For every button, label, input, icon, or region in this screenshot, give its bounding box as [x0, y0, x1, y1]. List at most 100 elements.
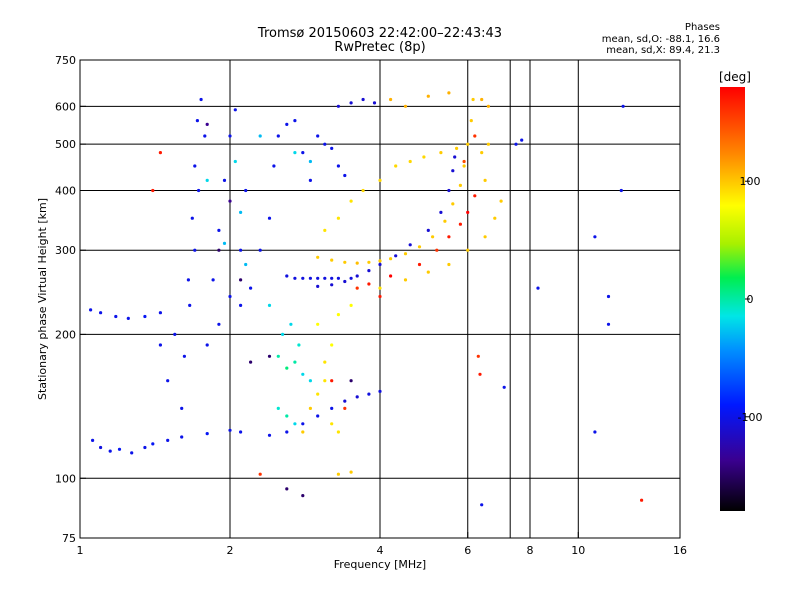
data-point [239, 430, 243, 434]
x-tick-label: 8 [527, 544, 534, 557]
data-point [193, 248, 197, 252]
data-point [426, 228, 430, 232]
data-point [258, 248, 262, 252]
y-tick-label: 400 [55, 184, 76, 197]
data-point [217, 248, 221, 252]
data-point [606, 294, 611, 299]
data-point [217, 322, 221, 326]
data-point [267, 303, 272, 307]
chart-title: Tromsø 20150603 22:42:00–22:43:43 [257, 26, 503, 41]
data-point [443, 219, 447, 223]
data-point [211, 278, 215, 282]
data-point [197, 188, 201, 193]
data-point [493, 216, 497, 220]
data-point [186, 278, 190, 282]
data-point [151, 442, 155, 446]
data-point [343, 173, 347, 178]
data-point [267, 433, 272, 437]
colorbar [720, 87, 745, 511]
data-point [378, 294, 382, 299]
data-point [316, 414, 320, 418]
data-point [367, 269, 371, 273]
data-point [285, 274, 289, 278]
phase-stats-o: mean, sd,O: -88.1, 16.6 [601, 34, 720, 45]
data-point [462, 164, 466, 168]
data-point [330, 146, 334, 150]
data-point [276, 134, 280, 138]
colorbar-ticks: 100 0 -100 [738, 175, 763, 424]
data-point [301, 372, 305, 376]
data-point [606, 322, 611, 326]
data-point [426, 270, 430, 274]
colorbar-tick-label: 0 [747, 293, 754, 306]
data-point [361, 97, 365, 102]
data-point [267, 354, 272, 358]
x-tick-label: 2 [227, 544, 234, 557]
data-point [173, 332, 177, 336]
data-point [367, 260, 371, 264]
data-point [462, 159, 466, 164]
data-point [389, 274, 393, 278]
chart-subtitle: RwPretec (8p) [334, 40, 426, 55]
data-point [476, 354, 480, 358]
data-point [195, 119, 199, 123]
data-point [166, 379, 170, 383]
data-point [486, 104, 490, 108]
data-point [126, 316, 130, 320]
data-point [378, 389, 382, 393]
data-point [228, 199, 232, 203]
data-point [217, 228, 221, 232]
data-point [466, 248, 470, 252]
data-point [258, 472, 262, 476]
data-point [426, 94, 430, 98]
data-point [130, 451, 134, 455]
data-point [439, 210, 443, 214]
data-point [336, 276, 340, 280]
data-point [308, 178, 312, 182]
data-point [483, 178, 487, 182]
data-point [389, 97, 393, 102]
data-point [297, 343, 301, 347]
data-point [308, 379, 312, 383]
data-point [199, 97, 203, 102]
data-point [458, 183, 462, 187]
data-point [190, 216, 194, 220]
data-point [447, 262, 451, 267]
data-point [301, 430, 305, 434]
x-tick-label: 6 [464, 544, 471, 557]
colorbar-label: [deg] [719, 70, 751, 84]
x-tick-label: 1 [77, 544, 84, 557]
data-point [431, 235, 435, 239]
data-point [108, 449, 112, 453]
data-point [378, 259, 382, 263]
y-tick-label: 300 [55, 244, 76, 257]
data-point [205, 432, 209, 436]
data-point [473, 134, 477, 138]
data-point [343, 399, 347, 403]
data-point [285, 487, 289, 491]
data-point [593, 430, 597, 434]
data-point [394, 254, 398, 258]
data-point [330, 406, 334, 410]
data-point [451, 202, 455, 206]
data-point [91, 438, 95, 442]
data-point [293, 360, 297, 364]
data-point [272, 164, 276, 168]
data-point [323, 142, 327, 146]
data-point [394, 164, 398, 168]
data-point [378, 178, 382, 182]
data-point [323, 360, 327, 364]
data-point [249, 286, 253, 290]
data-point [205, 178, 209, 182]
phase-stats-heading: Phases [684, 22, 720, 33]
data-point [203, 134, 207, 138]
y-tick-label: 100 [55, 472, 76, 485]
y-axis-label: Stationary phase Virtual Height [km] [36, 198, 49, 400]
data-point [285, 430, 289, 434]
data-point [403, 104, 408, 108]
data-point [343, 406, 347, 410]
data-point [182, 354, 186, 358]
data-point [267, 216, 272, 220]
data-point [349, 199, 353, 203]
data-point [343, 260, 347, 264]
